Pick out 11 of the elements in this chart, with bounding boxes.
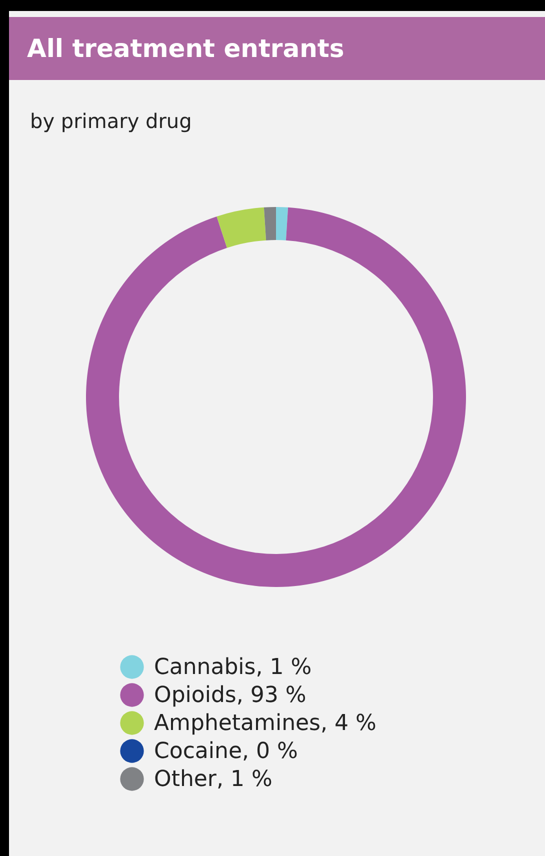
donut-slice: [216, 207, 266, 248]
chart-title: All treatment entrants: [27, 34, 344, 63]
legend-label: Other, 1 %: [154, 767, 272, 792]
legend-label: Cannabis, 1 %: [154, 655, 312, 680]
legend-label: Amphetamines, 4 %: [154, 711, 376, 736]
donut-slice: [264, 207, 276, 240]
donut-slice: [86, 207, 466, 587]
donut-slice: [276, 207, 288, 240]
chart-subtitle: by primary drug: [30, 109, 192, 133]
legend-label: Cocaine, 0 %: [154, 739, 298, 764]
legend-label: Opioids, 93 %: [154, 683, 306, 708]
